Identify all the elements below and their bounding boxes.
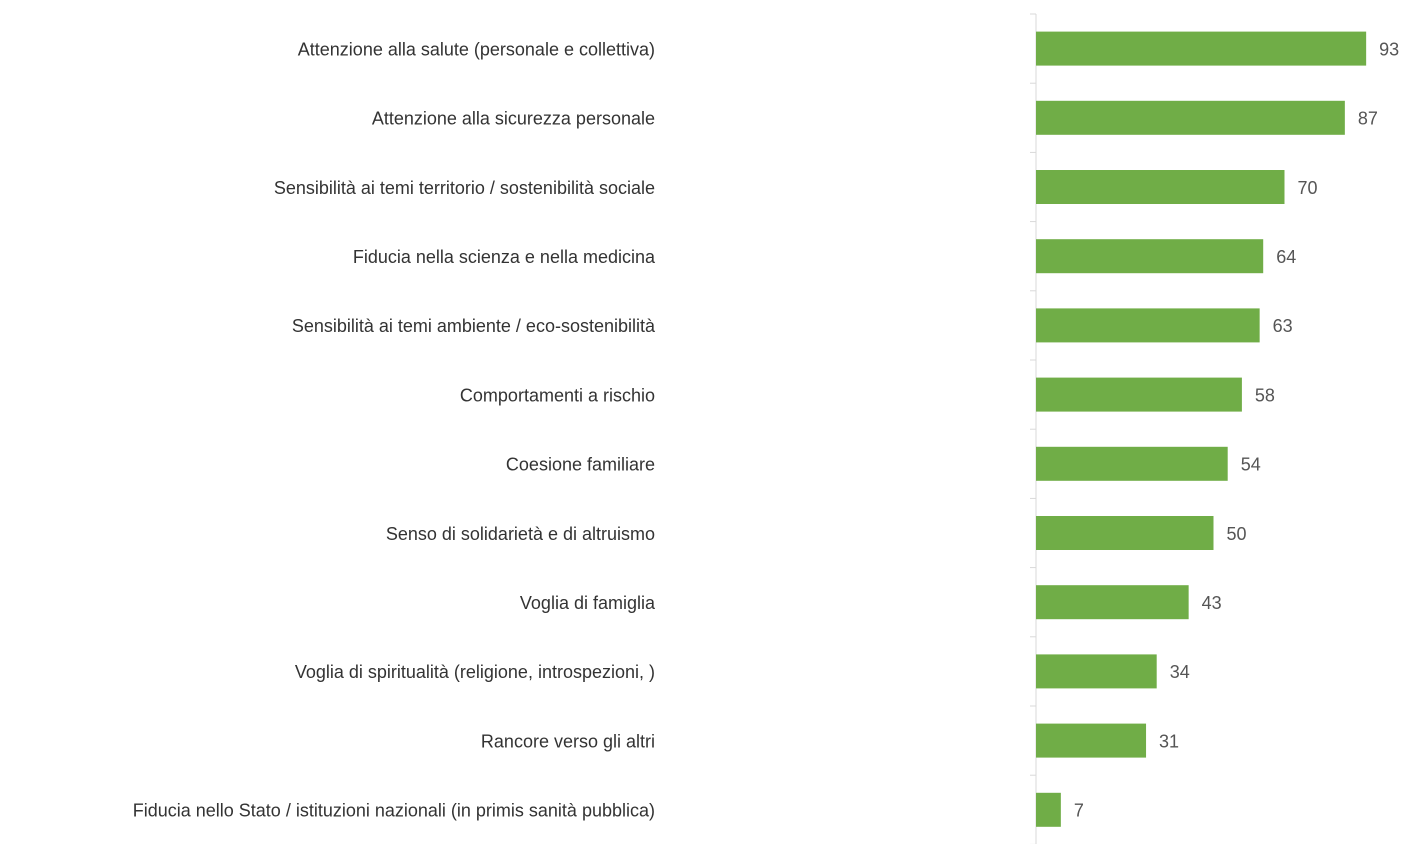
category-label: Sensibilità ai temi ambiente / eco-soste…	[292, 316, 656, 336]
category-label: Sensibilità ai temi territorio / sosteni…	[274, 178, 655, 198]
value-label: 63	[1273, 316, 1293, 336]
category-label: Comportamenti a rischio	[460, 385, 655, 405]
bar	[1036, 723, 1147, 758]
bar	[1036, 170, 1285, 204]
bar	[1036, 31, 1367, 66]
category-label: Fiducia nello Stato / istituzioni nazion…	[133, 801, 655, 821]
value-label: 87	[1358, 109, 1378, 129]
category-label: Rancore verso gli altri	[481, 731, 655, 751]
bar	[1036, 446, 1228, 481]
value-label: 50	[1227, 524, 1247, 544]
bar	[1036, 792, 1061, 827]
value-label: 58	[1255, 385, 1275, 405]
value-label: 31	[1159, 731, 1179, 751]
category-label: Voglia di famiglia	[520, 593, 656, 613]
category-label: Coesione familiare	[506, 455, 655, 475]
value-label: 54	[1241, 455, 1261, 475]
bar	[1036, 308, 1260, 343]
value-label: 93	[1379, 39, 1399, 59]
value-label: 70	[1298, 178, 1318, 198]
value-label: 34	[1170, 662, 1190, 682]
value-label: 7	[1074, 801, 1084, 821]
value-label: 64	[1276, 247, 1296, 267]
bar	[1036, 377, 1242, 412]
bar	[1036, 100, 1345, 135]
bar	[1036, 654, 1157, 689]
category-label: Senso di solidarietà e di altruismo	[386, 524, 655, 544]
category-label: Attenzione alla salute (personale e coll…	[298, 39, 655, 59]
category-label: Voglia di spiritualità (religione, intro…	[295, 662, 655, 682]
bar	[1036, 585, 1189, 620]
bar	[1036, 516, 1214, 550]
category-label: Attenzione alla sicurezza personale	[372, 109, 655, 129]
bar	[1036, 239, 1264, 274]
value-label: 43	[1202, 593, 1222, 613]
category-label: Fiducia nella scienza e nella medicina	[353, 247, 656, 267]
